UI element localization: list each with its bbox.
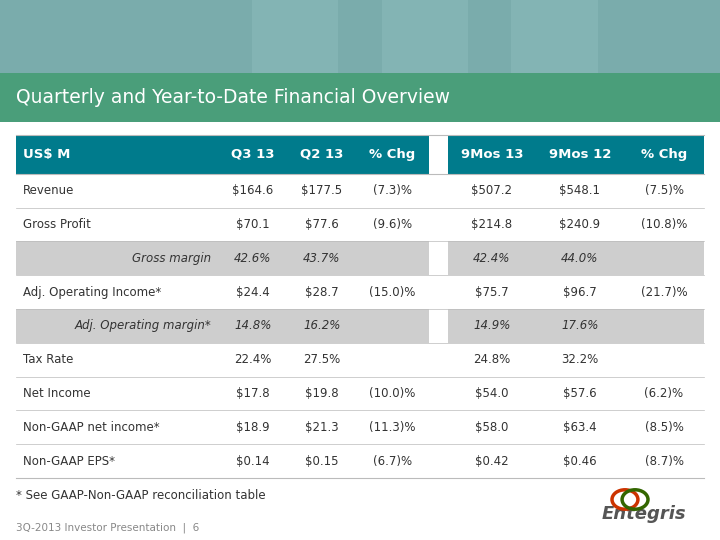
Text: $96.7: $96.7 xyxy=(563,286,597,299)
Text: $0.42: $0.42 xyxy=(475,455,509,468)
Bar xyxy=(16,275,704,309)
Text: $24.4: $24.4 xyxy=(236,286,270,299)
Text: 44.0%: 44.0% xyxy=(561,252,598,265)
Bar xyxy=(429,275,448,309)
Bar xyxy=(429,208,448,241)
Polygon shape xyxy=(252,0,590,73)
Bar xyxy=(429,309,448,343)
Text: (10.8)%: (10.8)% xyxy=(641,218,687,231)
Bar xyxy=(429,343,448,376)
Text: Non-GAAP net income*: Non-GAAP net income* xyxy=(23,421,160,434)
Bar xyxy=(16,208,704,241)
Text: $0.15: $0.15 xyxy=(305,455,338,468)
Text: $54.0: $54.0 xyxy=(475,387,508,400)
Bar xyxy=(16,444,704,478)
Text: Gross margin: Gross margin xyxy=(132,252,211,265)
Bar xyxy=(429,376,448,410)
Text: Q3 13: Q3 13 xyxy=(231,148,274,161)
Text: $58.0: $58.0 xyxy=(475,421,508,434)
Text: $63.4: $63.4 xyxy=(563,421,597,434)
Text: $77.6: $77.6 xyxy=(305,218,338,231)
Bar xyxy=(16,309,704,343)
Bar xyxy=(429,444,448,478)
Text: Quarterly and Year-to-Date Financial Overview: Quarterly and Year-to-Date Financial Ove… xyxy=(16,87,450,107)
Text: * See GAAP-Non-GAAP reconciliation table: * See GAAP-Non-GAAP reconciliation table xyxy=(16,489,266,502)
Text: (8.5)%: (8.5)% xyxy=(644,421,683,434)
Text: Non-GAAP EPS*: Non-GAAP EPS* xyxy=(23,455,115,468)
Text: (6.2)%: (6.2)% xyxy=(644,387,683,400)
Bar xyxy=(16,376,704,410)
Text: (21.7)%: (21.7)% xyxy=(641,286,688,299)
Bar xyxy=(0,73,720,122)
Bar xyxy=(429,241,448,275)
Bar xyxy=(16,410,704,444)
Text: $17.8: $17.8 xyxy=(236,387,270,400)
Text: (11.3)%: (11.3)% xyxy=(369,421,415,434)
Text: Entegris: Entegris xyxy=(602,505,687,523)
Bar xyxy=(16,343,704,376)
Text: 16.2%: 16.2% xyxy=(303,319,341,333)
Text: % Chg: % Chg xyxy=(369,148,415,161)
Text: 17.6%: 17.6% xyxy=(561,319,598,333)
Text: $28.7: $28.7 xyxy=(305,286,338,299)
Text: $240.9: $240.9 xyxy=(559,218,600,231)
Text: $507.2: $507.2 xyxy=(472,184,513,197)
Text: $18.9: $18.9 xyxy=(236,421,270,434)
Text: $75.7: $75.7 xyxy=(475,286,509,299)
Text: 3Q-2013 Investor Presentation  |  6: 3Q-2013 Investor Presentation | 6 xyxy=(16,523,199,534)
Text: 42.6%: 42.6% xyxy=(234,252,271,265)
Text: 24.8%: 24.8% xyxy=(473,353,510,366)
Bar xyxy=(429,174,448,208)
Bar xyxy=(16,174,704,208)
Text: Net Income: Net Income xyxy=(23,387,91,400)
Text: US$ M: US$ M xyxy=(23,148,71,161)
Bar xyxy=(16,241,704,275)
Text: 43.7%: 43.7% xyxy=(303,252,341,265)
Text: Adj. Operating margin*: Adj. Operating margin* xyxy=(75,319,211,333)
Bar xyxy=(429,410,448,444)
Text: Q2 13: Q2 13 xyxy=(300,148,343,161)
Text: % Chg: % Chg xyxy=(641,148,687,161)
Text: 32.2%: 32.2% xyxy=(562,353,598,366)
Text: 22.4%: 22.4% xyxy=(234,353,271,366)
Text: $177.5: $177.5 xyxy=(301,184,342,197)
Text: 14.9%: 14.9% xyxy=(473,319,510,333)
Text: 42.4%: 42.4% xyxy=(473,252,510,265)
Text: (7.5)%: (7.5)% xyxy=(644,184,683,197)
Text: $70.1: $70.1 xyxy=(236,218,270,231)
Text: $57.6: $57.6 xyxy=(563,387,597,400)
Text: 9Mos 13: 9Mos 13 xyxy=(461,148,523,161)
Bar xyxy=(0,0,720,73)
Text: $164.6: $164.6 xyxy=(233,184,274,197)
Text: Adj. Operating Income*: Adj. Operating Income* xyxy=(23,286,161,299)
Text: $21.3: $21.3 xyxy=(305,421,338,434)
Text: (7.3)%: (7.3)% xyxy=(373,184,412,197)
Text: Gross Profit: Gross Profit xyxy=(23,218,91,231)
Polygon shape xyxy=(511,0,720,73)
Text: $0.14: $0.14 xyxy=(236,455,270,468)
Text: 14.8%: 14.8% xyxy=(234,319,271,333)
Text: Tax Rate: Tax Rate xyxy=(23,353,73,366)
Bar xyxy=(16,135,704,174)
Text: $0.46: $0.46 xyxy=(563,455,597,468)
Text: (9.6)%: (9.6)% xyxy=(373,218,412,231)
Text: Revenue: Revenue xyxy=(23,184,74,197)
Bar xyxy=(429,135,448,174)
Text: 9Mos 12: 9Mos 12 xyxy=(549,148,611,161)
Text: 27.5%: 27.5% xyxy=(303,353,341,366)
Text: $214.8: $214.8 xyxy=(472,218,513,231)
Text: (10.0)%: (10.0)% xyxy=(369,387,415,400)
Text: $548.1: $548.1 xyxy=(559,184,600,197)
Text: $19.8: $19.8 xyxy=(305,387,338,400)
Text: (8.7)%: (8.7)% xyxy=(644,455,683,468)
Polygon shape xyxy=(382,0,720,73)
Text: (6.7)%: (6.7)% xyxy=(373,455,412,468)
Text: (15.0)%: (15.0)% xyxy=(369,286,415,299)
